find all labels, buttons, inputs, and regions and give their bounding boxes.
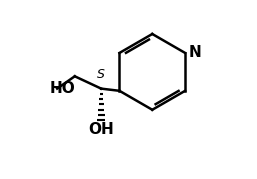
Text: S: S: [97, 68, 105, 81]
Text: N: N: [188, 45, 201, 61]
Text: HO: HO: [50, 81, 76, 96]
Text: OH: OH: [88, 122, 114, 137]
